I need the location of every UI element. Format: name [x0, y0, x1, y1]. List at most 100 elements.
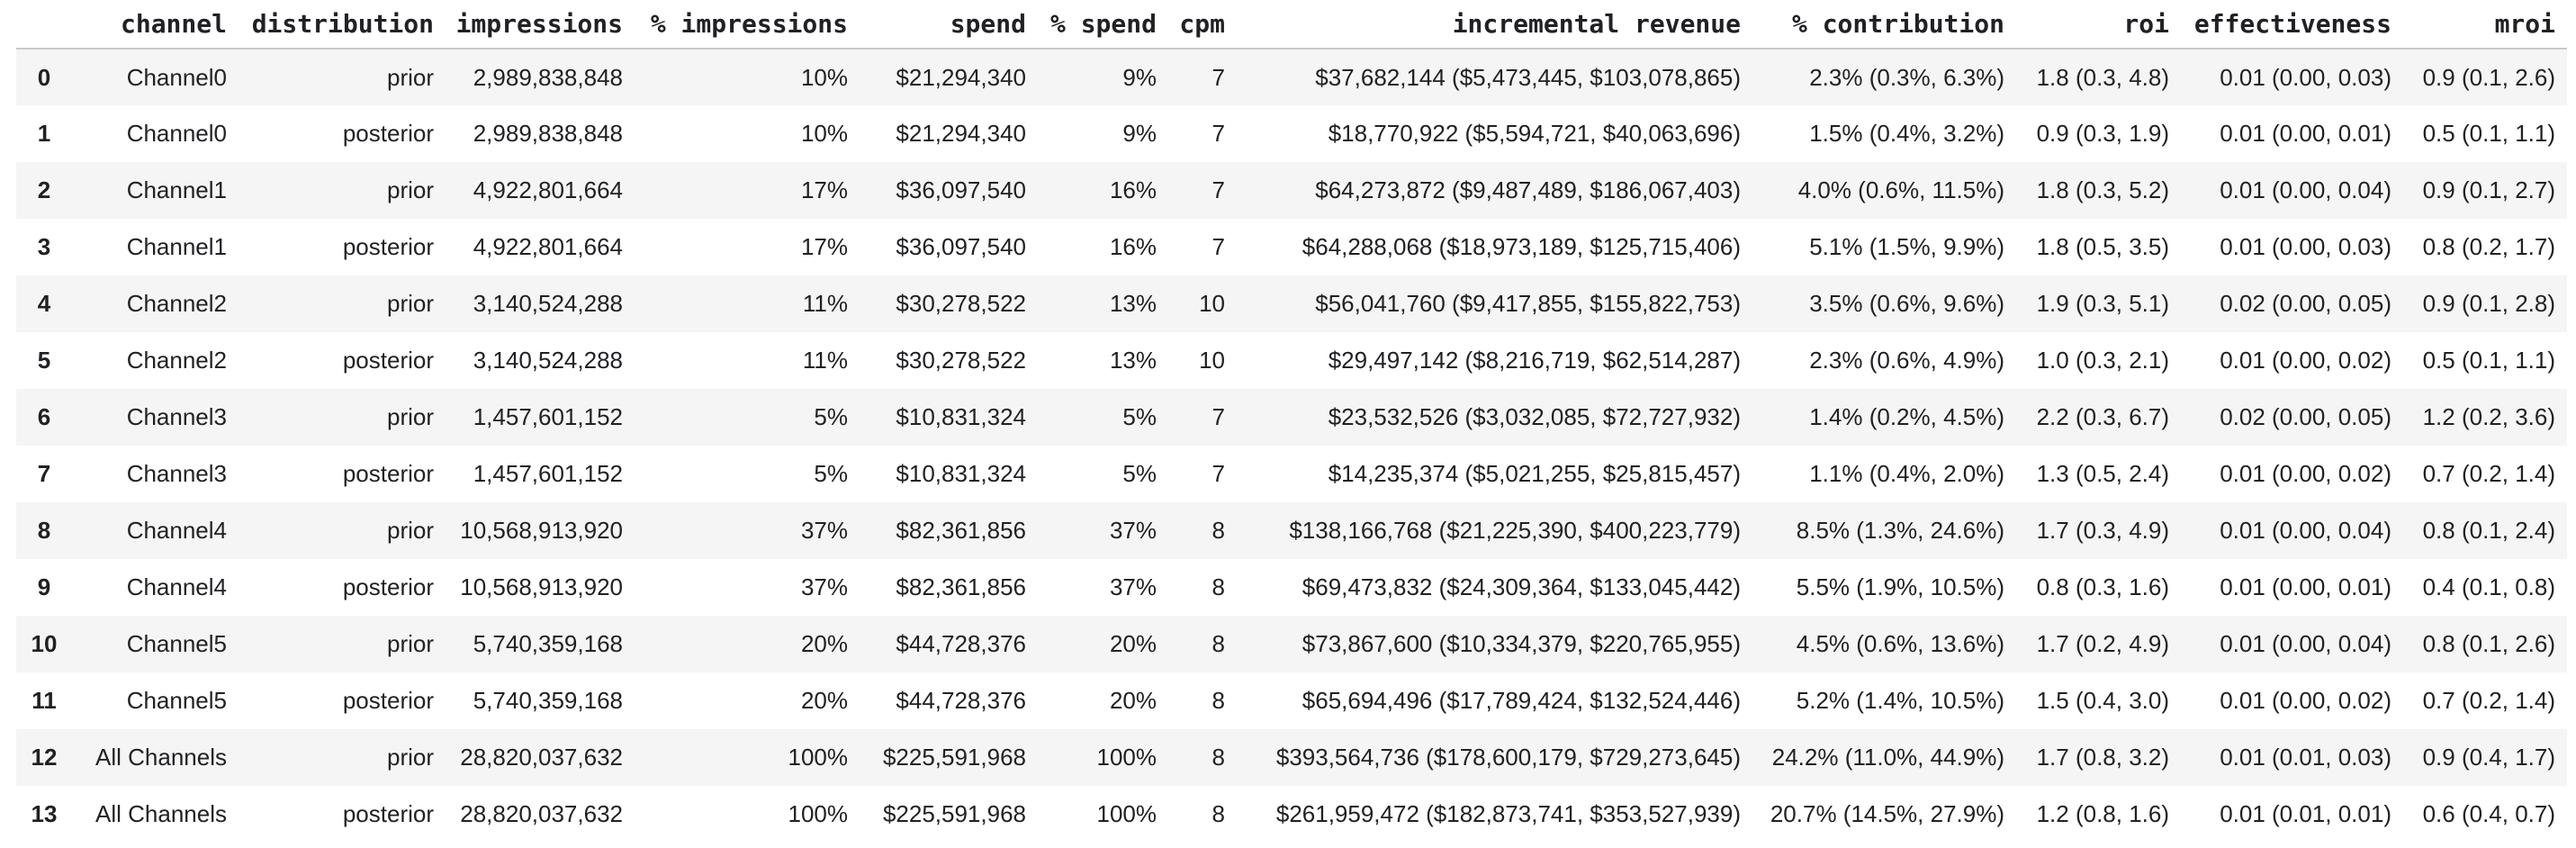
cell-pct_impressions: 11%	[802, 290, 848, 317]
cell-pct_contribution: 5.2% (1.4%, 10.5%)	[1796, 687, 2004, 714]
table-row: 6 Channel3 prior 1,457,601,152 5% $10,831,324…	[16, 389, 2567, 446]
column-header-cpm: cpm	[1157, 0, 1225, 50]
cell-effectiveness: 0.01 (0.00, 0.04)	[2220, 630, 2391, 657]
cell-pct_spend: 9%	[1122, 120, 1157, 147]
table-row: 8 Channel4 prior 10,568,913,920 37% $82,361,8…	[16, 502, 2567, 559]
cell-roi: 0.9 (0.3, 1.9)	[2036, 120, 2169, 147]
cell-pct_contribution: 24.2% (11.0%, 44.9%)	[1771, 744, 2004, 771]
column-header-pct-impressions: % impressions	[623, 0, 848, 50]
cell-spend: $30,278,522	[896, 347, 1026, 374]
cell-incremental_revenue: $64,273,872 ($9,487,489, $186,067,403)	[1315, 176, 1741, 203]
cell-mroi: 1.2 (0.2, 3.6)	[2422, 403, 2555, 430]
cell-distribution: posterior	[342, 233, 434, 260]
cell-effectiveness: 0.01 (0.01, 0.01)	[2220, 800, 2391, 827]
cell-pct_spend: 100%	[1096, 744, 1157, 771]
row-index: 8	[37, 517, 51, 544]
summary-table: channel distribution impressions % impre…	[16, 0, 2567, 843]
cell-roi: 0.8 (0.3, 1.6)	[2036, 573, 2169, 600]
cell-impressions: 5,740,359,168	[473, 687, 623, 714]
cell-effectiveness: 0.01 (0.00, 0.02)	[2220, 687, 2391, 714]
cell-channel: Channel0	[126, 63, 227, 91]
row-index: 6	[37, 403, 51, 430]
column-header-effectiveness: effectiveness	[2169, 0, 2391, 50]
cell-cpm: 7	[1211, 120, 1225, 147]
cell-pct_contribution: 5.1% (1.5%, 9.9%)	[1809, 233, 2004, 260]
column-header-pct-spend: % spend	[1026, 0, 1157, 50]
row-index: 12	[31, 744, 58, 771]
cell-impressions: 3,140,524,288	[473, 347, 623, 374]
cell-impressions: 1,457,601,152	[473, 403, 623, 430]
cell-effectiveness: 0.01 (0.01, 0.03)	[2220, 744, 2391, 771]
cell-roi: 1.7 (0.2, 4.9)	[2036, 630, 2169, 657]
cell-incremental_revenue: $261,959,472 ($182,873,741, $353,527,939…	[1275, 800, 1741, 827]
cell-impressions: 1,457,601,152	[473, 460, 623, 487]
table-row: 7 Channel3 posterior 1,457,601,152 5% $10,831…	[16, 446, 2567, 502]
cell-distribution: posterior	[342, 460, 434, 487]
cell-channel: Channel3	[126, 403, 227, 430]
cell-pct_spend: 20%	[1109, 687, 1157, 714]
cell-mroi: 0.7 (0.2, 1.4)	[2422, 687, 2555, 714]
cell-cpm: 8	[1211, 687, 1225, 714]
cell-pct_contribution: 1.5% (0.4%, 3.2%)	[1809, 120, 2004, 147]
row-index: 4	[37, 290, 51, 317]
cell-mroi: 0.8 (0.1, 2.4)	[2422, 517, 2555, 544]
table-row: 2 Channel1 prior 4,922,801,664 17% $36,097,54…	[16, 162, 2567, 219]
cell-incremental_revenue: $73,867,600 ($10,334,379, $220,765,955)	[1302, 630, 1741, 657]
cell-pct_contribution: 3.5% (0.6%, 9.6%)	[1809, 290, 2004, 317]
row-index: 13	[31, 800, 58, 827]
cell-effectiveness: 0.01 (0.00, 0.03)	[2220, 233, 2391, 260]
cell-channel: Channel2	[126, 347, 227, 374]
cell-pct_contribution: 4.0% (0.6%, 11.5%)	[1797, 176, 2004, 203]
cell-mroi: 0.8 (0.1, 2.6)	[2422, 630, 2555, 657]
cell-spend: $44,728,376	[896, 687, 1026, 714]
cell-cpm: 7	[1211, 63, 1225, 91]
cell-spend: $21,294,340	[896, 120, 1026, 147]
cell-effectiveness: 0.01 (0.00, 0.04)	[2220, 176, 2391, 203]
table-row: 3 Channel1 posterior 4,922,801,664 17% $36,09…	[16, 219, 2567, 275]
cell-spend: $82,361,856	[896, 517, 1026, 544]
row-index: 9	[37, 573, 51, 600]
cell-roi: 1.7 (0.8, 3.2)	[2036, 744, 2169, 771]
cell-spend: $44,728,376	[896, 630, 1026, 657]
row-index: 10	[31, 630, 58, 657]
cell-pct_impressions: 37%	[800, 517, 848, 544]
cell-mroi: 0.5 (0.1, 1.1)	[2422, 120, 2555, 147]
cell-cpm: 8	[1211, 630, 1225, 657]
cell-distribution: posterior	[342, 687, 434, 714]
cell-spend: $30,278,522	[896, 290, 1026, 317]
cell-roi: 1.8 (0.3, 4.8)	[2036, 63, 2169, 91]
cell-distribution: posterior	[342, 800, 434, 827]
cell-effectiveness: 0.02 (0.00, 0.05)	[2220, 290, 2391, 317]
cell-pct_impressions: 20%	[800, 630, 848, 657]
cell-incremental_revenue: $56,041,760 ($9,417,855, $155,822,753)	[1315, 290, 1741, 317]
cell-effectiveness: 0.02 (0.00, 0.05)	[2220, 403, 2391, 430]
cell-distribution: prior	[386, 630, 434, 657]
row-index: 3	[37, 233, 51, 260]
cell-pct_contribution: 8.5% (1.3%, 24.6%)	[1796, 517, 2004, 544]
table-row: 11 Channel5 posterior 5,740,359,168 20% $44,7…	[16, 672, 2567, 729]
cell-channel: Channel4	[126, 573, 227, 600]
cell-roi: 1.8 (0.3, 5.2)	[2036, 176, 2169, 203]
cell-impressions: 2,989,838,848	[473, 120, 623, 147]
cell-effectiveness: 0.01 (0.00, 0.01)	[2220, 120, 2391, 147]
cell-impressions: 4,922,801,664	[473, 233, 623, 260]
cell-impressions: 28,820,037,632	[460, 800, 623, 827]
cell-impressions: 3,140,524,288	[473, 290, 623, 317]
cell-distribution: prior	[386, 403, 434, 430]
cell-cpm: 7	[1211, 403, 1225, 430]
cell-distribution: posterior	[342, 347, 434, 374]
column-header-pct-contribution: % contribution	[1741, 0, 2004, 50]
table-row: 1 Channel0 posterior 2,989,838,848 10% $21,29…	[16, 105, 2567, 162]
cell-roi: 1.9 (0.3, 5.1)	[2036, 290, 2169, 317]
cell-distribution: posterior	[342, 573, 434, 600]
cell-cpm: 8	[1211, 517, 1225, 544]
cell-spend: $225,591,968	[882, 744, 1026, 771]
cell-pct_impressions: 37%	[800, 573, 848, 600]
column-header-index	[16, 0, 72, 50]
row-index: 1	[37, 120, 51, 147]
cell-incremental_revenue: $29,497,142 ($8,216,719, $62,514,287)	[1328, 347, 1741, 374]
cell-distribution: prior	[386, 744, 434, 771]
cell-mroi: 0.9 (0.1, 2.7)	[2422, 176, 2555, 203]
cell-impressions: 2,989,838,848	[473, 63, 623, 91]
cell-incremental_revenue: $18,770,922 ($5,594,721, $40,063,696)	[1328, 120, 1741, 147]
